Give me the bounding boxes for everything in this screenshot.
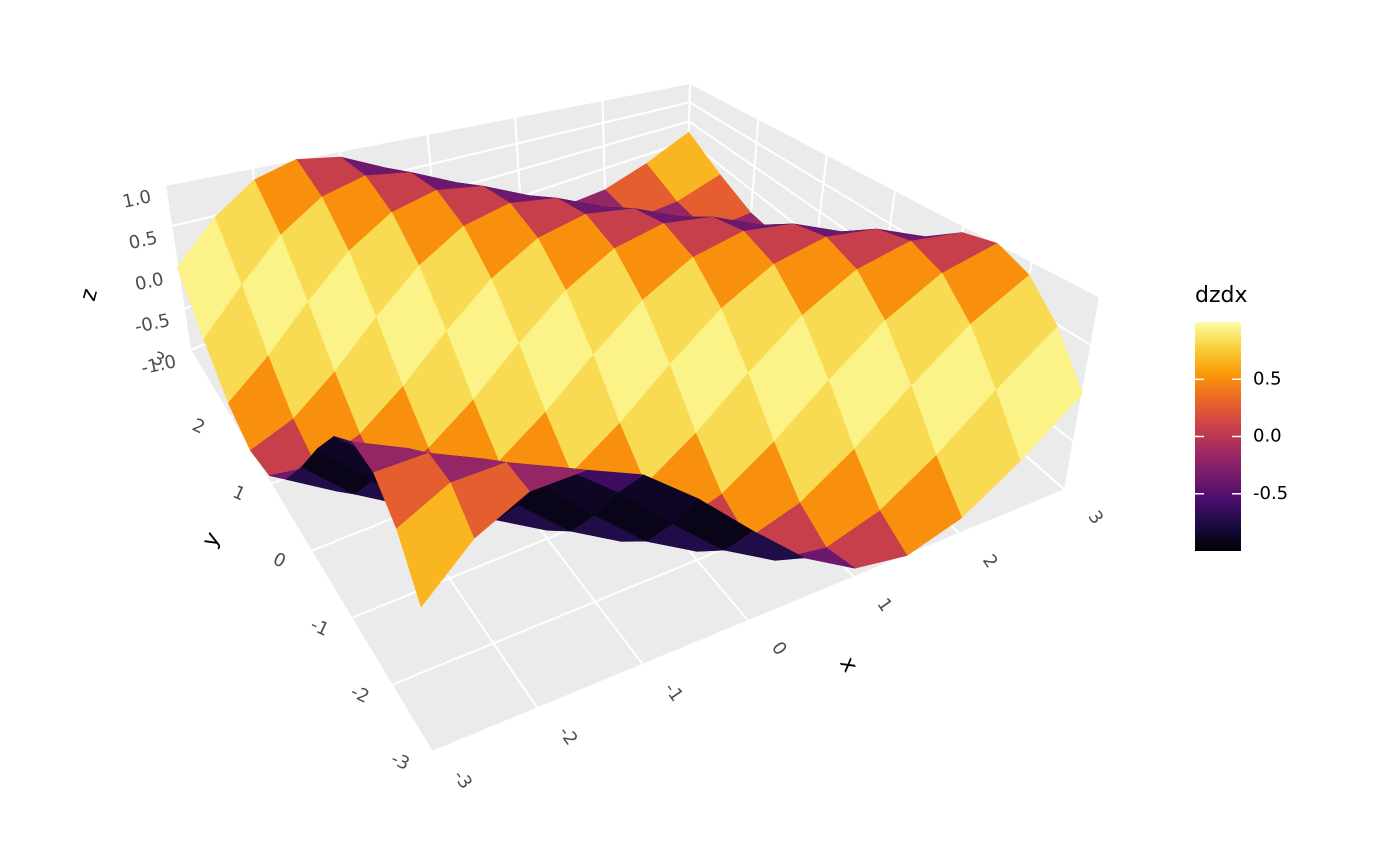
x-tick-label: 2 (978, 551, 1002, 572)
legend-tick-label: 0.0 (1253, 426, 1282, 447)
x-tick-label: -3 (449, 766, 476, 793)
y-tick-label: 2 (189, 415, 208, 439)
z-tick-label: 0.0 (133, 269, 165, 295)
x-tick-label: 1 (873, 594, 897, 615)
z-tick-label: 0.5 (127, 227, 159, 253)
z-axis-title: z (76, 286, 103, 304)
grid-line (689, 82, 1101, 298)
x-tick-label: -2 (554, 723, 581, 750)
y-axis-title: y (197, 528, 225, 552)
legend-tick-label: 0.5 (1253, 368, 1282, 389)
y-tick-label: 1 (229, 482, 248, 506)
z-tick-label: -0.5 (133, 310, 172, 338)
grid-line (431, 489, 1066, 753)
x-axis-title: x (834, 653, 862, 677)
surface-facet (396, 482, 475, 608)
x-tick-label: -1 (660, 679, 687, 706)
x-tick-label: 0 (767, 638, 791, 659)
grid-line (164, 82, 691, 186)
x-tick-label: 3 (1084, 507, 1108, 528)
y-tick-label: -2 (347, 681, 372, 708)
y-tick-label: 0 (270, 549, 289, 573)
y-tick-label: -3 (388, 748, 413, 775)
legend-title: dzdx (1195, 283, 1248, 308)
z-tick-label: -1.0 (139, 351, 178, 379)
y-tick-label: -1 (307, 614, 332, 641)
z-tick-label: 1.0 (121, 186, 153, 212)
legend-tick-label: -0.5 (1253, 483, 1288, 504)
